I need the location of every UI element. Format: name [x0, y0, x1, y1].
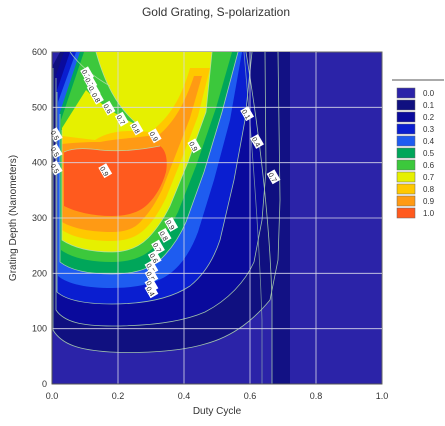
- contour-label-text: 0.7: [83, 77, 94, 89]
- contour-label: 0.9: [164, 216, 179, 232]
- contour-label-text: 0.5: [144, 271, 155, 283]
- legend-label: 0.6: [423, 161, 435, 170]
- y-tick-label: 100: [32, 324, 47, 334]
- contour-label-text: 0.6: [148, 253, 159, 265]
- contour-label-text: 0.4: [144, 286, 155, 298]
- legend-swatch: [396, 207, 416, 219]
- legend-label: 1.0: [423, 209, 435, 218]
- contour-label-text: 0.5: [49, 163, 60, 175]
- legend-swatch: [396, 87, 416, 99]
- contour-label: 0.8: [129, 120, 144, 136]
- contour-label: 0.1: [240, 106, 255, 122]
- legend-label: 0.0: [423, 89, 435, 98]
- y-tick-label: 600: [32, 47, 47, 57]
- legend-swatch: [396, 183, 416, 195]
- contour-label: 0.9: [98, 163, 113, 179]
- legend-swatch: [396, 195, 416, 207]
- legend-label: 0.4: [423, 137, 435, 146]
- y-tick-label: 400: [32, 158, 47, 168]
- contour-label: 0.5: [144, 260, 159, 275]
- legend-swatch: [396, 111, 416, 123]
- y-tick-label: 300: [32, 213, 47, 223]
- contour-label-text: 0.9: [187, 141, 198, 153]
- legend-label: 0.2: [423, 113, 435, 122]
- contour-label-text: 0.7: [151, 242, 162, 254]
- chart-title: Gold Grating, S-polarization: [142, 5, 290, 19]
- x-tick-label: 0.2: [112, 391, 125, 401]
- contour-label-text: 0.5: [49, 130, 60, 142]
- contour-label-text: 0.5: [144, 263, 155, 275]
- legend-label: 0.8: [423, 185, 435, 194]
- legend-label: 0.5: [423, 149, 435, 158]
- contour-label-text: 0.8: [129, 123, 140, 135]
- contour-label-text: 0.9: [98, 166, 109, 178]
- grid-lines: [52, 52, 382, 384]
- contour-label: 0.8: [90, 89, 104, 105]
- contour-label-text: 0.7: [115, 114, 126, 126]
- legend: 0.0 0.1 0.2 0.3 0.4 0.5 0.6 0.7 0.8 0.9 1.0: [396, 87, 435, 219]
- y-tick-label: 0: [42, 379, 47, 389]
- contour-label: 0.9: [187, 138, 202, 154]
- contour-label: 0.5: [144, 268, 159, 284]
- legend-swatch: [396, 99, 416, 111]
- legend-label: 0.1: [423, 101, 435, 110]
- contour-label: 0.8: [157, 228, 172, 243]
- contour-label: 0.7: [266, 169, 281, 185]
- contour-label-text: 0.7: [80, 69, 91, 81]
- legend-label: 0.3: [423, 125, 435, 134]
- contour-label: 0.7: [115, 111, 129, 127]
- contour-label-text: 0.9: [164, 219, 175, 231]
- x-tick-label: 0.8: [310, 391, 323, 401]
- x-tick-label: 0.4: [178, 391, 191, 401]
- contour-label: 0.9: [148, 128, 162, 144]
- y-axis-label: Grating Depth (Nanometers): [8, 155, 19, 281]
- contour-label-text: 0.5: [49, 146, 60, 158]
- x-axis-label: Duty Cycle: [193, 406, 242, 417]
- x-tick-label: 0.0: [46, 391, 59, 401]
- x-tick-label: 0.6: [244, 391, 257, 401]
- contour-label: 0.6: [101, 100, 116, 116]
- legend-swatch: [396, 159, 416, 171]
- band-1-0: [64, 146, 167, 216]
- legend-swatch: [396, 171, 416, 183]
- x-tick-labels: 0.0 0.2 0.4 0.6 0.8 1.0: [46, 391, 389, 401]
- contour-label: 0.4: [144, 283, 159, 299]
- contour-label-text: 0.4: [250, 136, 261, 148]
- y-tick-label: 500: [32, 102, 47, 112]
- y-tick-label: 200: [32, 268, 47, 278]
- x-tick-label: 1.0: [376, 391, 389, 401]
- contour-label-text: 0.8: [157, 230, 168, 242]
- legend-label: 0.9: [423, 197, 435, 206]
- contour-label-text: 0.9: [148, 131, 159, 143]
- contour-label-text: 0.1: [240, 109, 251, 121]
- contour-label-text: 0.7: [266, 172, 277, 184]
- legend-label: 0.7: [423, 173, 435, 182]
- contour-label: 0.6: [148, 250, 162, 266]
- contour-label: 0.7: [151, 239, 165, 255]
- legend-swatch: [396, 123, 416, 135]
- y-tick-labels: 0 100 200 300 400 500 600: [32, 47, 47, 389]
- contour-label-text: 0.8: [90, 92, 101, 104]
- legend-swatch: [396, 147, 416, 159]
- contour-label-text: 0.7: [86, 86, 97, 98]
- legend-swatch: [396, 135, 416, 147]
- contour-label: 0.4: [250, 133, 264, 149]
- contour-label-text: 0.6: [101, 103, 112, 115]
- contour-labels: 0.70.70.70.80.60.70.80.90.90.90.10.40.70…: [49, 66, 281, 299]
